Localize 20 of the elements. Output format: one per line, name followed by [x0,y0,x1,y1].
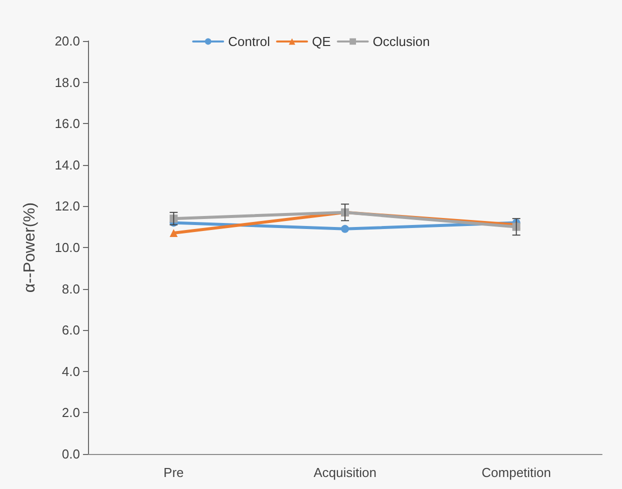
point [341,224,349,233]
legend-label: Control [228,34,270,49]
legend-label: QE [312,34,332,49]
y-tick-label: 2.0 [62,405,80,420]
point [170,229,178,238]
y-tick-label: 8.0 [62,281,80,296]
legend-label: Occlusion [372,34,430,49]
y-tick-label: 20.0 [54,34,80,48]
x-tick-label: Competition [482,465,552,480]
y-tick-label: 4.0 [62,364,80,379]
y-tick-label: 18.0 [54,74,80,90]
y-axis-title: α--Power(%) [22,202,38,293]
x-tick-label: Acquisition [314,465,376,480]
y-tick-label: 12.0 [54,198,80,214]
y-tick-label: 0.0 [62,446,80,462]
x-tick-label: Pre [164,465,184,480]
y-tick-label: 16.0 [54,116,80,132]
y-tick-label: 6.0 [62,322,80,338]
y-tick-label: 10.0 [54,240,80,255]
y-tick-label: 14.0 [54,157,80,172]
